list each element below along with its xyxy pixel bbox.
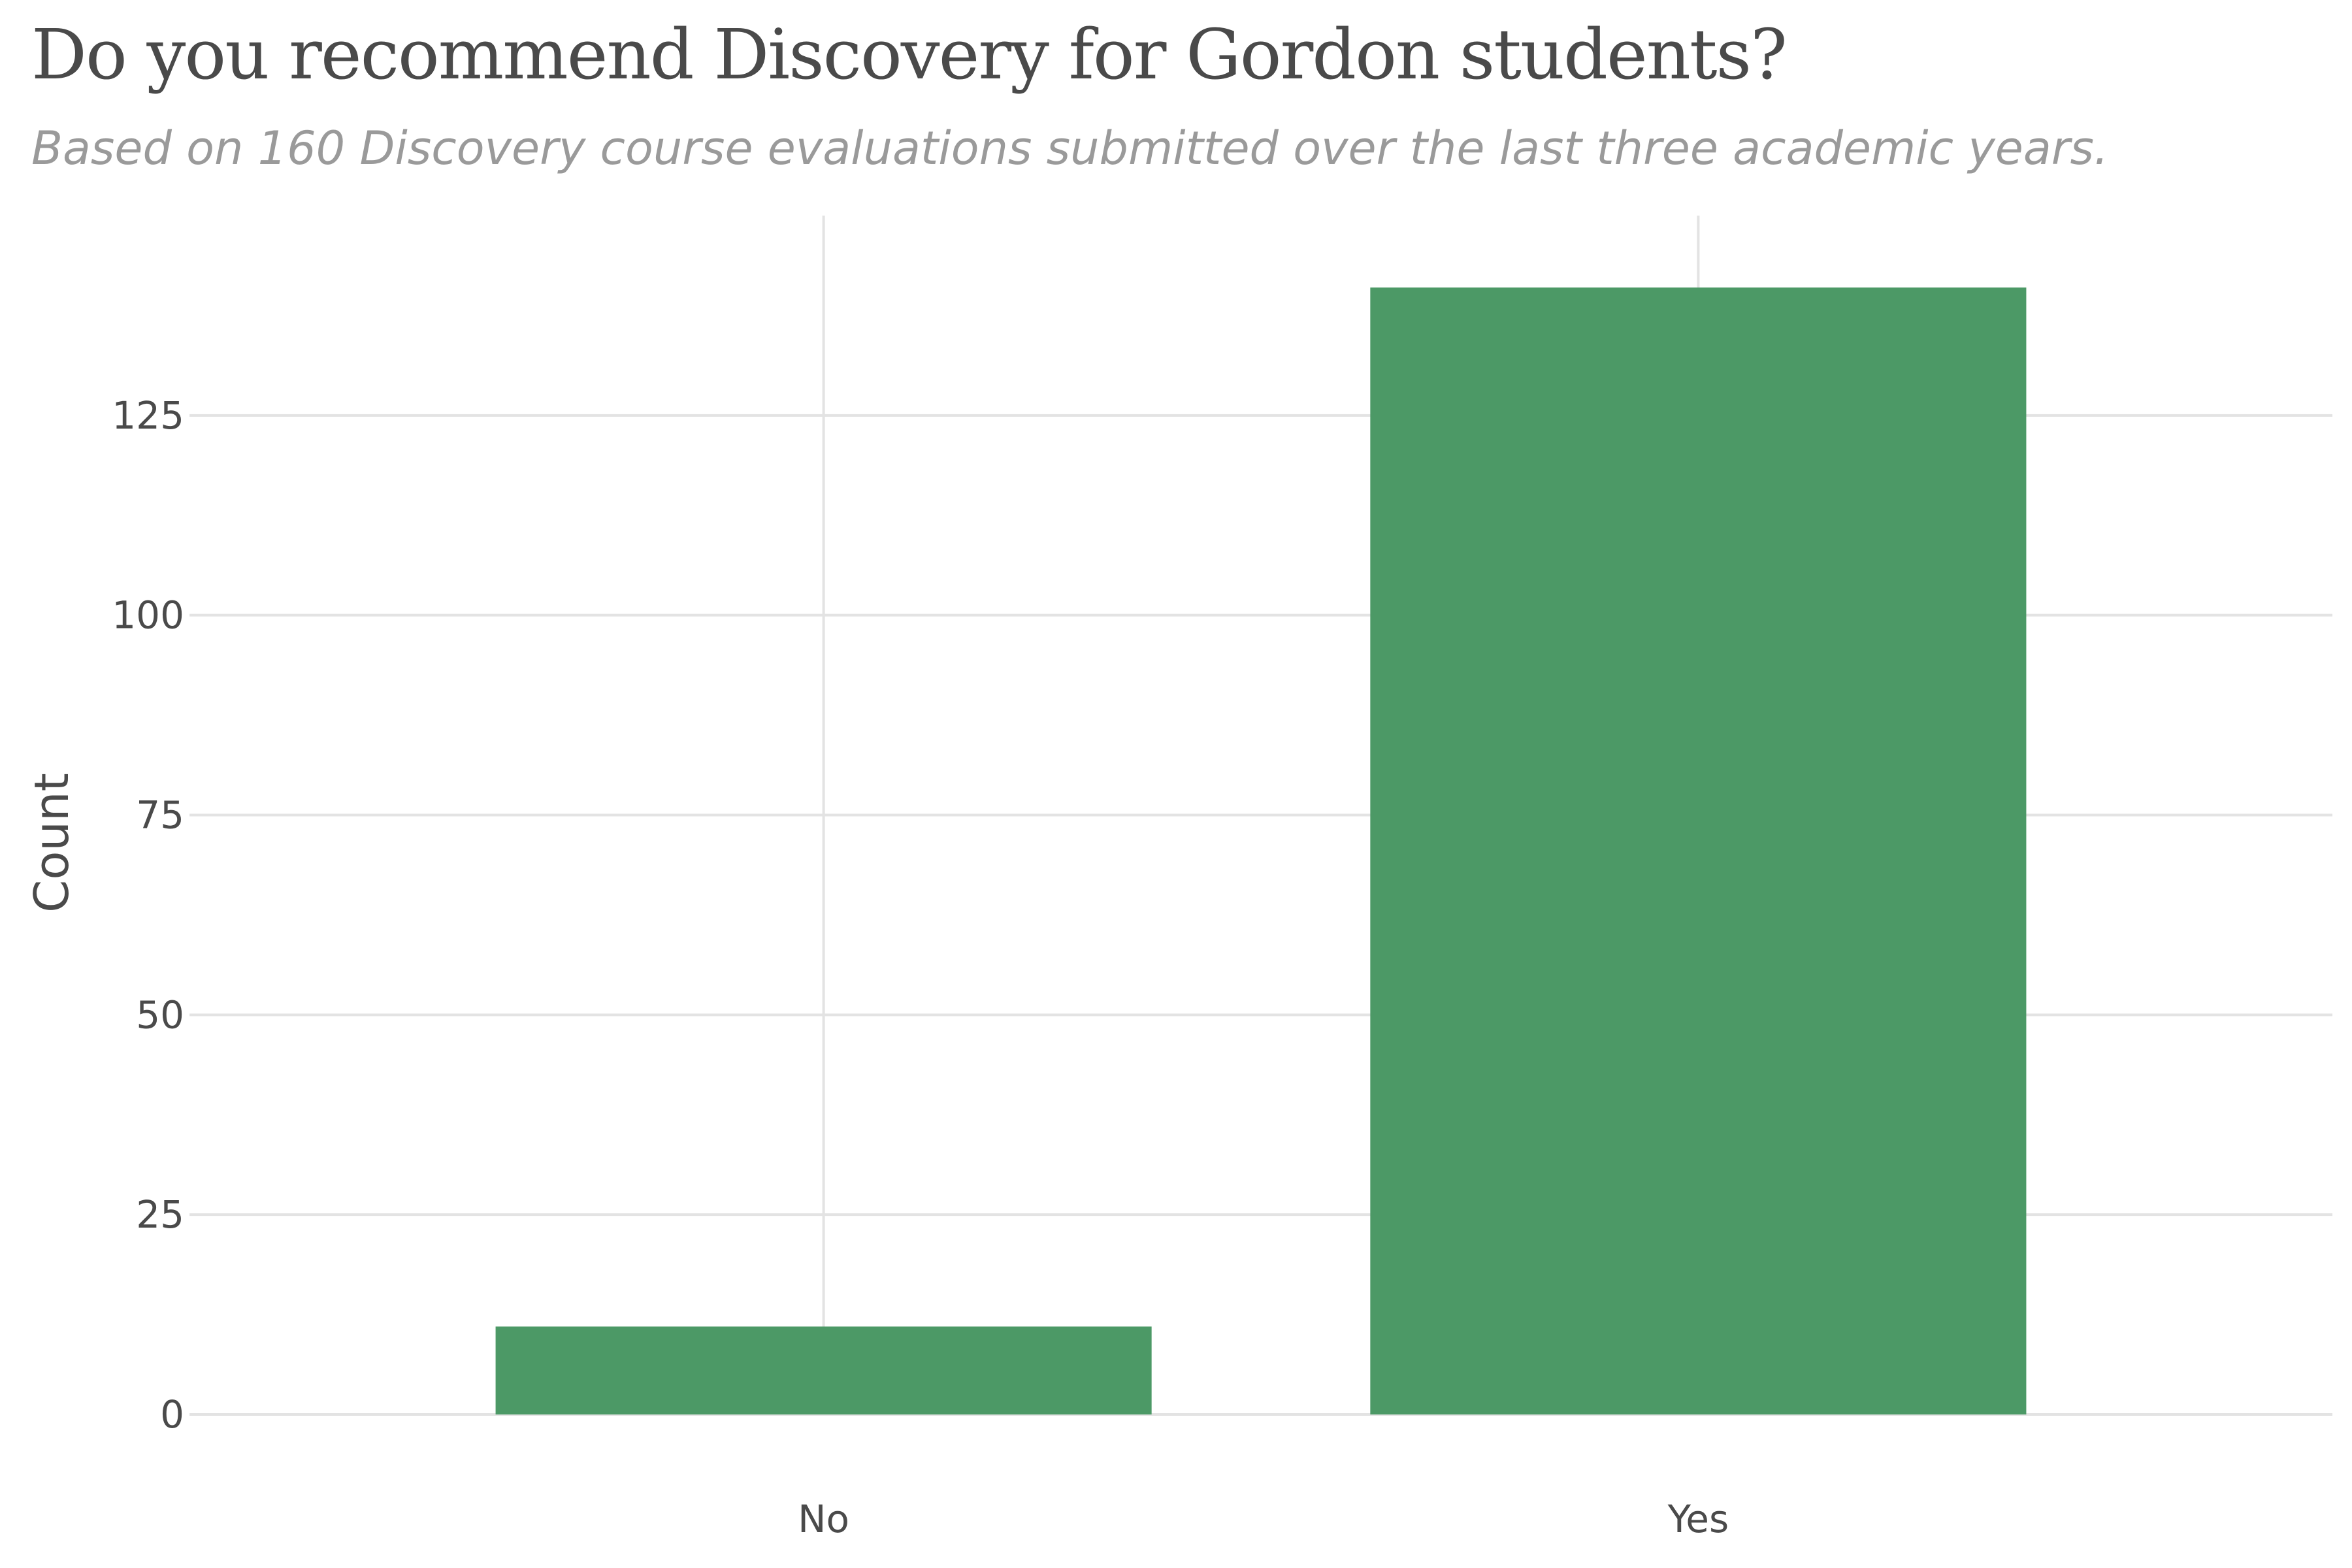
y-tick-label: 50 [136, 992, 184, 1037]
y-tick-label: 25 [136, 1192, 184, 1237]
y-tick-label: 100 [112, 593, 184, 638]
chart-title: Do you recommend Discovery for Gordon st… [31, 14, 1788, 95]
y-axis-title: Count [24, 773, 79, 913]
bar-yes [1370, 287, 2027, 1415]
tick-layer: 0 25 50 75 100 125 No Yes [112, 393, 1729, 1541]
bar-layer [495, 287, 2027, 1415]
y-tick-label: 75 [136, 793, 184, 838]
y-tick-label: 125 [112, 393, 184, 438]
bar-no [495, 1326, 1152, 1414]
y-tick-label: 0 [160, 1392, 184, 1437]
chart-subtitle: Based on 160 Discovery course evaluation… [31, 122, 2109, 175]
x-tick-label: Yes [1667, 1497, 1729, 1541]
x-tick-label: No [798, 1497, 849, 1541]
